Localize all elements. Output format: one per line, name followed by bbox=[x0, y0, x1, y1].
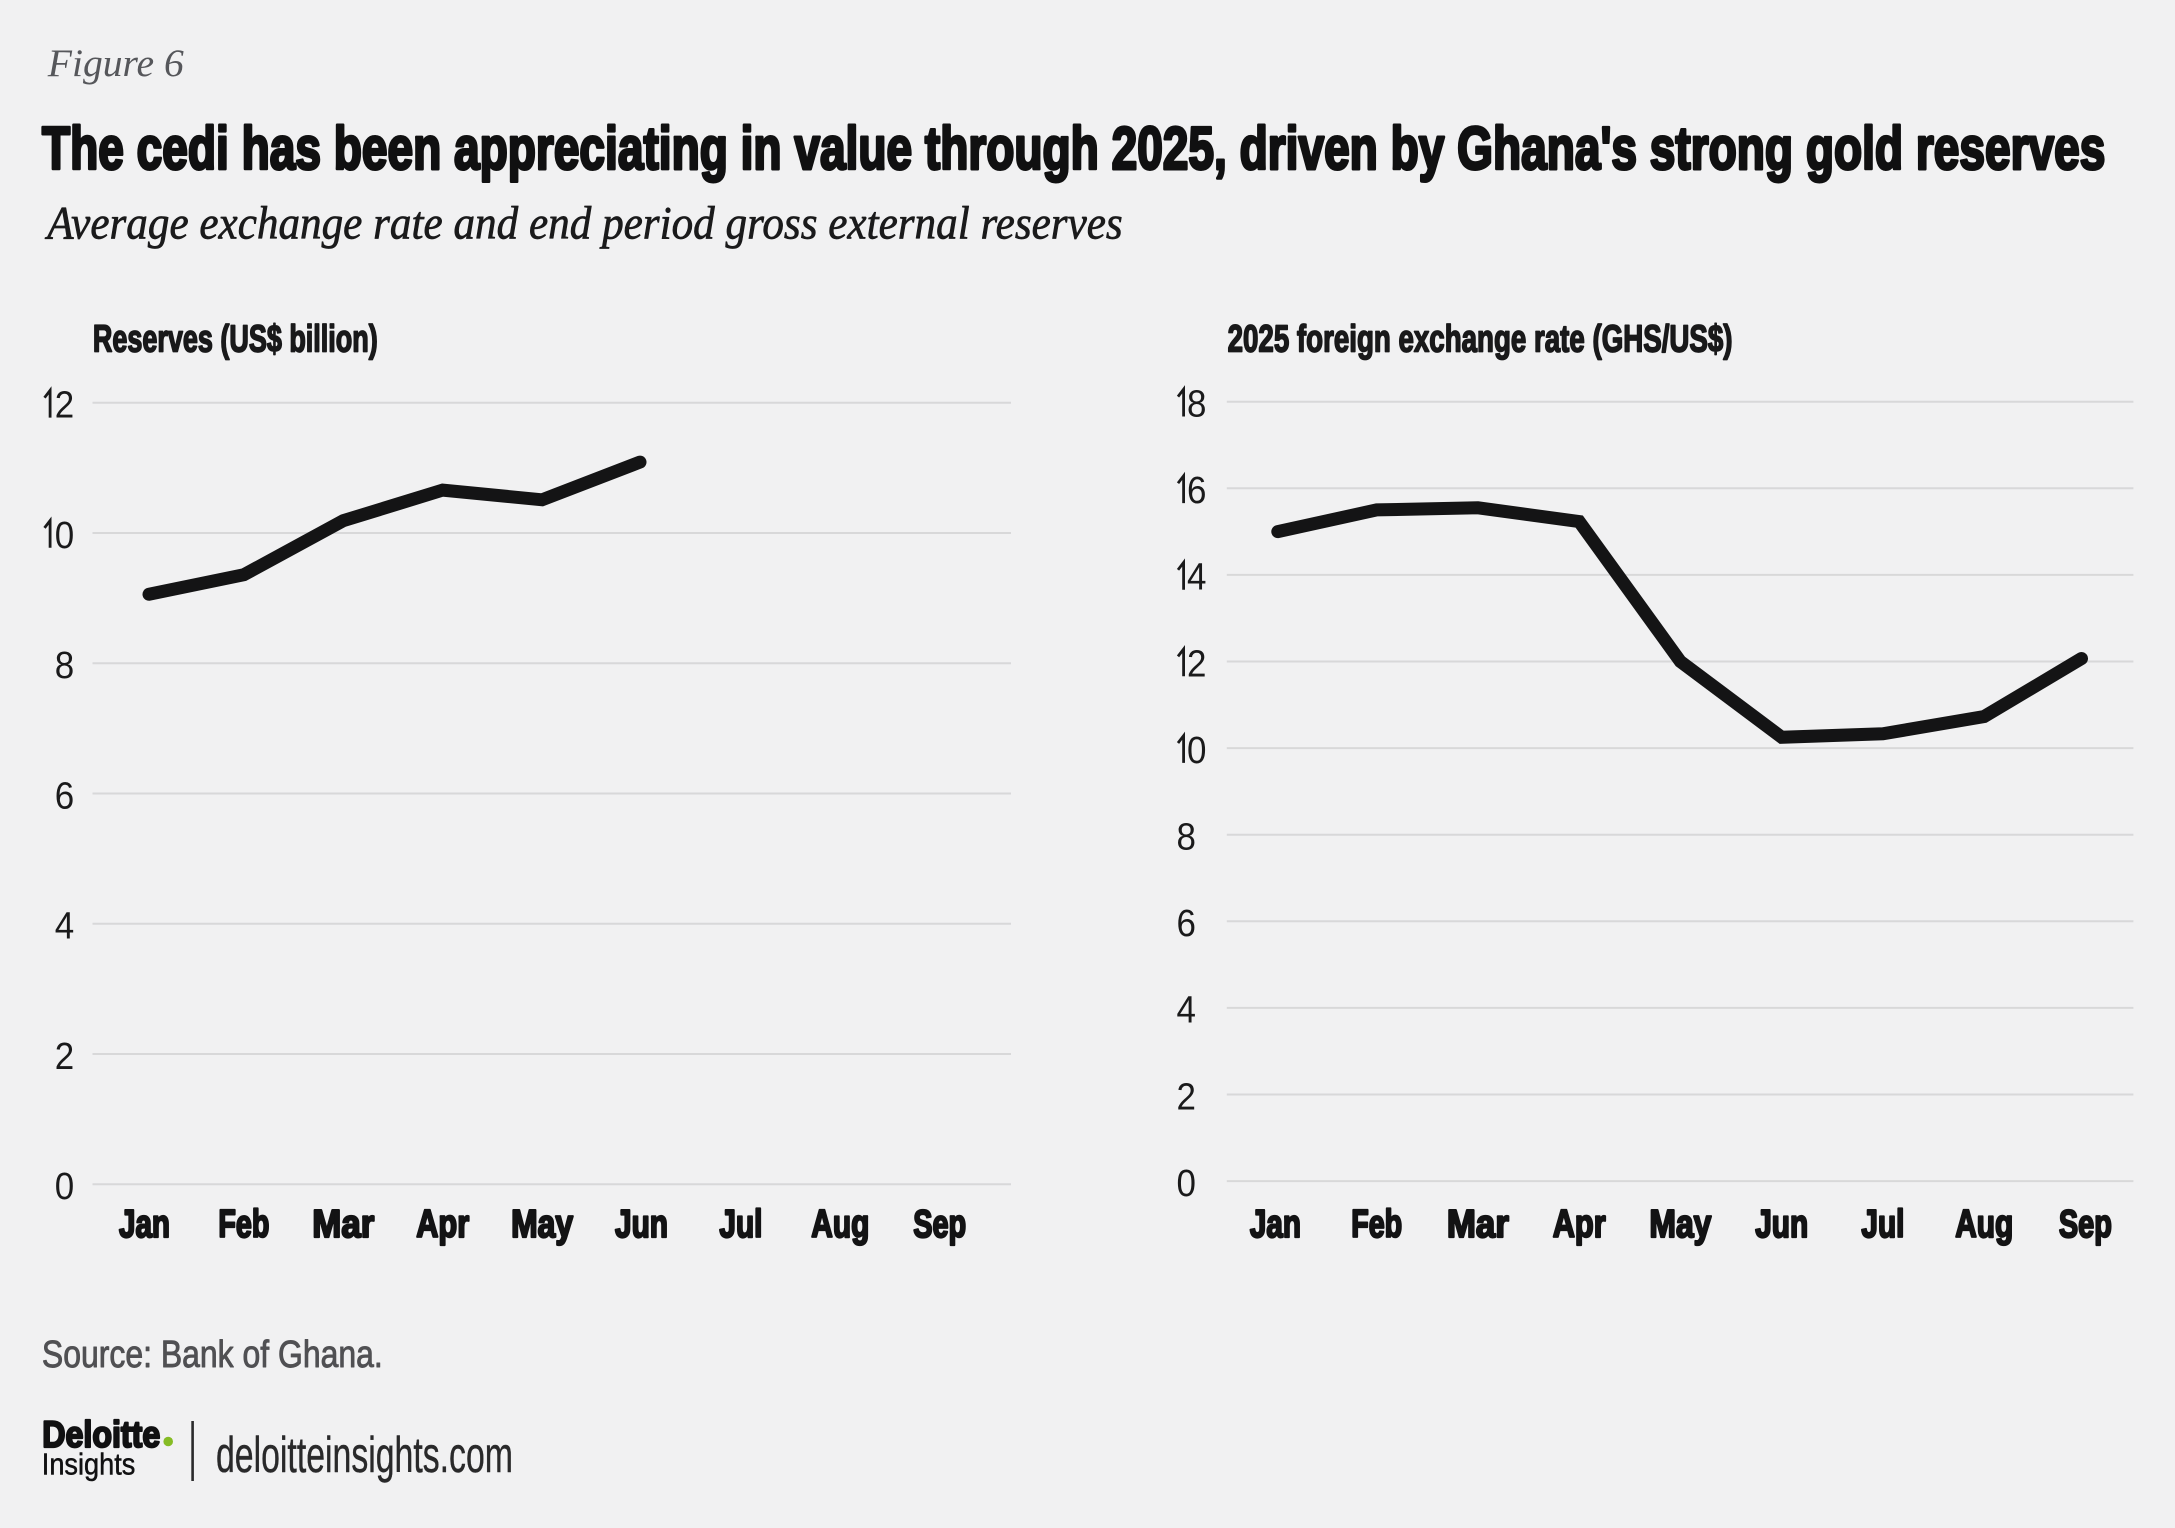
svg-text:Apr: Apr bbox=[1553, 1203, 1606, 1246]
svg-text:2: 2 bbox=[55, 383, 74, 426]
svg-text:4: 4 bbox=[55, 904, 74, 947]
svg-text:Aug: Aug bbox=[811, 1203, 869, 1245]
svg-text:0: 0 bbox=[55, 513, 74, 556]
svg-text:Sep: Sep bbox=[913, 1203, 966, 1246]
svg-text:Jan: Jan bbox=[1250, 1203, 1301, 1246]
svg-text:Apr: Apr bbox=[416, 1203, 469, 1246]
svg-text:Feb: Feb bbox=[218, 1203, 269, 1246]
svg-text:Deloitte: Deloitte bbox=[42, 1415, 160, 1456]
svg-text:0: 0 bbox=[1177, 1162, 1196, 1205]
svg-text:4: 4 bbox=[1187, 555, 1206, 598]
svg-text:Insights: Insights bbox=[42, 1448, 136, 1482]
svg-text:0: 0 bbox=[55, 1165, 74, 1208]
svg-text:6: 6 bbox=[1177, 902, 1196, 945]
svg-text:2: 2 bbox=[1187, 642, 1206, 685]
svg-text:Jan: Jan bbox=[119, 1203, 170, 1246]
svg-text:Jun: Jun bbox=[615, 1203, 668, 1245]
svg-text:The cedi has been appreciating: The cedi has been appreciating in value … bbox=[42, 116, 2105, 182]
svg-text:Jun: Jun bbox=[1755, 1203, 1808, 1245]
svg-text:8: 8 bbox=[1177, 815, 1196, 858]
svg-text:6: 6 bbox=[55, 774, 74, 817]
svg-text:8: 8 bbox=[1187, 382, 1206, 425]
svg-text:6: 6 bbox=[1187, 469, 1206, 512]
svg-text:Figure 6: Figure 6 bbox=[47, 42, 184, 85]
svg-text:Jul: Jul bbox=[719, 1203, 762, 1246]
svg-text:Average exchange rate and end: Average exchange rate and end period gro… bbox=[44, 197, 1122, 249]
svg-text:Sep: Sep bbox=[2059, 1203, 2112, 1246]
svg-text:deloitteinsights.com: deloitteinsights.com bbox=[216, 1427, 513, 1483]
svg-text:Source: Bank of Ghana.: Source: Bank of Ghana. bbox=[42, 1333, 383, 1375]
svg-text:May: May bbox=[511, 1203, 573, 1245]
svg-text:4: 4 bbox=[1177, 988, 1196, 1031]
svg-text:2025 foreign exchange rate (GH: 2025 foreign exchange rate (GHS/US$) bbox=[1228, 318, 1733, 360]
svg-text:Mar: Mar bbox=[312, 1202, 374, 1245]
svg-text:Mar: Mar bbox=[1447, 1202, 1509, 1245]
svg-text:Feb: Feb bbox=[1351, 1203, 1402, 1246]
svg-text:Reserves (US$ billion): Reserves (US$ billion) bbox=[93, 317, 378, 360]
svg-text:0: 0 bbox=[1187, 729, 1206, 772]
svg-text:May: May bbox=[1649, 1203, 1711, 1245]
svg-text:2: 2 bbox=[55, 1034, 74, 1077]
svg-text:Aug: Aug bbox=[1955, 1203, 2013, 1245]
svg-text:2: 2 bbox=[1177, 1075, 1196, 1118]
svg-text:Jul: Jul bbox=[1861, 1203, 1904, 1246]
svg-text:8: 8 bbox=[55, 644, 74, 687]
